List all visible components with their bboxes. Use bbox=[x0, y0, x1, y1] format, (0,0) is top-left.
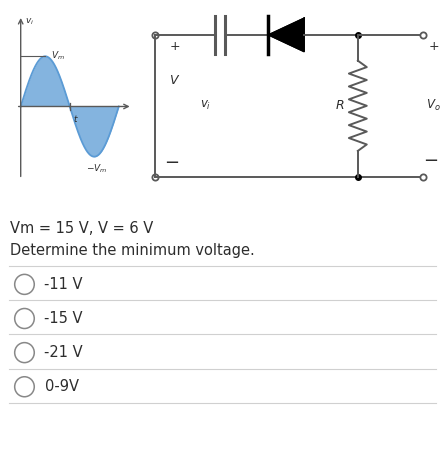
Text: -15 V: -15 V bbox=[44, 311, 83, 326]
Text: $R$: $R$ bbox=[335, 99, 345, 112]
Text: $t$: $t$ bbox=[73, 112, 78, 123]
Text: $V_o$: $V_o$ bbox=[426, 98, 441, 113]
Text: $v_i$: $v_i$ bbox=[24, 16, 34, 27]
Text: $-V_m$: $-V_m$ bbox=[86, 163, 107, 175]
Text: $V_m$: $V_m$ bbox=[51, 49, 65, 61]
Text: $v_i$: $v_i$ bbox=[200, 99, 211, 112]
Text: Vm = 15 V, V = 6 V: Vm = 15 V, V = 6 V bbox=[10, 221, 153, 236]
Text: $-$: $-$ bbox=[423, 150, 438, 168]
Text: +: + bbox=[429, 40, 439, 53]
Text: -11 V: -11 V bbox=[44, 277, 83, 292]
Text: $-$: $-$ bbox=[164, 152, 179, 170]
Text: Determine the minimum voltage.: Determine the minimum voltage. bbox=[10, 243, 255, 258]
Text: 0-9V: 0-9V bbox=[44, 379, 78, 394]
Text: -21 V: -21 V bbox=[44, 345, 83, 360]
Text: +: + bbox=[169, 40, 180, 53]
Text: $V$: $V$ bbox=[169, 74, 180, 86]
Polygon shape bbox=[268, 18, 304, 52]
